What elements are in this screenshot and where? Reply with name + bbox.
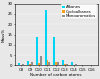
Y-axis label: Mass%: Mass% [2,27,6,42]
Bar [27,61,29,65]
Bar [53,37,55,65]
Bar [40,56,42,65]
Bar [71,62,73,65]
Bar [46,60,48,65]
Bar [22,64,24,65]
Bar [36,37,38,65]
X-axis label: Number of carbon atoms: Number of carbon atoms [30,73,82,77]
Bar [18,63,20,65]
Bar [66,64,68,65]
Bar [38,63,40,65]
Bar [48,62,50,65]
Bar [45,10,46,65]
Legend: Alkanes, Cycloalkanes, Monoaromatics: Alkanes, Cycloalkanes, Monoaromatics [61,4,97,19]
Bar [31,62,33,65]
Bar [62,60,64,65]
Bar [55,62,57,65]
Bar [57,62,59,65]
Bar [75,64,77,65]
Bar [64,64,66,65]
Bar [29,64,31,65]
